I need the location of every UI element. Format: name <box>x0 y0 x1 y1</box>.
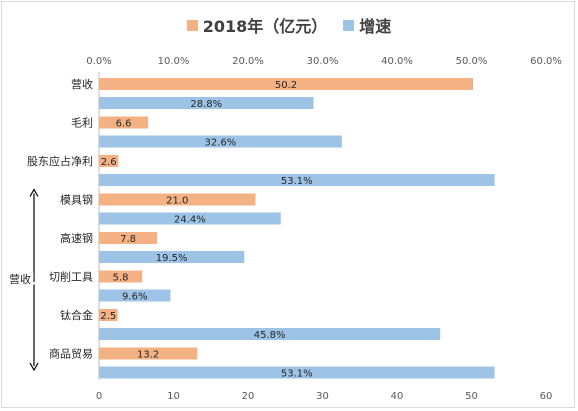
category-label: 切削工具 <box>49 270 93 284</box>
bar-output <box>99 155 119 167</box>
bottom-axis-tick-label: 0 <box>96 391 102 402</box>
bar-growth <box>99 251 245 263</box>
data-label-growth: 28.8% <box>190 99 222 110</box>
data-label-output: 13.2 <box>137 350 159 361</box>
data-label-growth: 53.1% <box>281 369 313 380</box>
legend-swatch-output <box>186 19 198 31</box>
legend-item-output: 2018年（亿元） <box>186 13 328 37</box>
data-label-growth: 45.8% <box>254 330 286 341</box>
category-label: 钛合金 <box>60 308 93 322</box>
bottom-axis-tick-label: 10 <box>167 391 180 402</box>
data-label-growth: 24.4% <box>174 215 206 226</box>
top-axis-tick-label: 50.0% <box>456 56 488 67</box>
legend-item-growth: 增速 <box>343 13 391 37</box>
bar-output <box>99 78 473 90</box>
data-label-growth: 9.6% <box>122 292 147 303</box>
bar-growth <box>99 174 495 186</box>
category-label: 高速钢 <box>60 231 93 245</box>
data-label-growth: 32.6% <box>205 138 237 149</box>
category-label: 营收 <box>71 77 93 91</box>
data-label-output: 5.8 <box>113 273 129 284</box>
category-label: 股东应占净利 <box>27 154 93 168</box>
category-label: 模具钢 <box>60 194 93 207</box>
bar-output <box>99 347 198 360</box>
data-label-output: 6.6 <box>116 119 132 130</box>
bar-output <box>99 116 149 129</box>
bar-growth <box>99 212 281 225</box>
top-axis-tick-label: 40.0% <box>381 56 413 67</box>
bar-output <box>99 193 256 206</box>
data-label-output: 2.6 <box>101 157 117 168</box>
bar-growth <box>99 289 171 302</box>
bottom-axis-tick-label: 50 <box>465 391 478 402</box>
category-label: 毛利 <box>71 117 93 130</box>
bar-growth <box>99 97 314 109</box>
bracket-label-text: 营收 <box>9 272 31 286</box>
top-axis-tick-label: 0.0% <box>86 56 111 67</box>
bar-output <box>99 270 143 283</box>
bottom-axis-tick-label: 40 <box>391 391 404 402</box>
top-axis-tick-label: 10.0% <box>158 56 190 67</box>
legend-label-growth: 增速 <box>359 17 392 36</box>
data-label-output: 7.8 <box>120 234 136 245</box>
data-label-output: 2.5 <box>100 311 116 322</box>
bracket-arrow-head-up <box>29 188 39 197</box>
bar-output <box>99 309 118 321</box>
top-axis-tick-label: 30.0% <box>307 56 339 67</box>
bottom-axis-tick-label: 60 <box>540 391 553 402</box>
bottom-axis-tick-label: 20 <box>242 391 255 402</box>
top-axis-tick-label: 20.0% <box>232 56 264 67</box>
bar-growth <box>99 328 441 340</box>
bar-growth <box>99 366 495 379</box>
data-label-output: 21.0 <box>166 196 188 207</box>
data-label-growth: 19.5% <box>156 253 188 264</box>
legend-swatch-growth <box>343 19 355 31</box>
data-label-growth: 53.1% <box>281 176 313 187</box>
bar-output <box>99 232 158 244</box>
bracket-label: 营收 <box>9 272 31 286</box>
bracket-arrow-head-down <box>29 362 39 372</box>
bar-growth <box>99 135 342 148</box>
data-label-output: 50.2 <box>275 80 297 91</box>
top-axis-tick-label: 60.0% <box>530 56 562 67</box>
category-label: 商品贸易 <box>49 347 93 361</box>
bottom-axis-tick-label: 30 <box>316 391 329 402</box>
legend-label-output: 2018年（亿元） <box>202 17 328 36</box>
chart-legend: 2018年（亿元） 增速 <box>0 12 578 38</box>
